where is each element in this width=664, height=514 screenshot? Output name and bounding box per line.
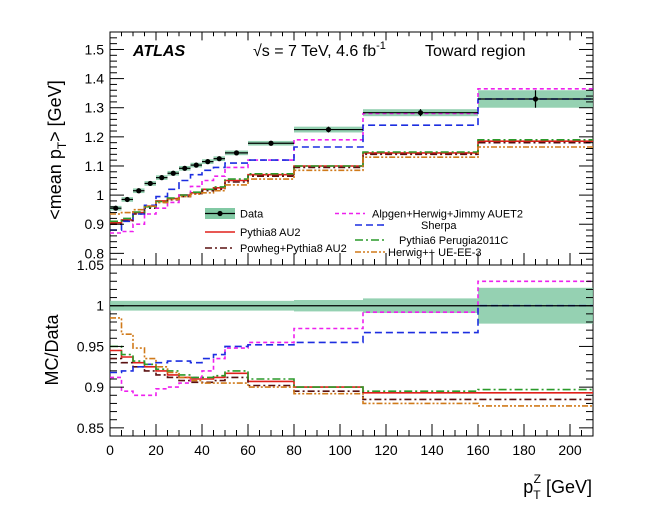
experiment-label: ATLAS	[132, 43, 185, 60]
top-ylabel-pre: <mean p	[45, 149, 65, 220]
ratio-series-pythia6-perugia2011c	[110, 345, 593, 392]
data-point	[268, 140, 274, 146]
legend-label-sherpa: Sherpa	[421, 220, 457, 232]
top-y-tick-label: 0.8	[85, 245, 105, 261]
data-point	[159, 175, 165, 181]
ratio-y-tick-label: 1.05	[77, 257, 104, 273]
top-panel-frame	[109, 31, 594, 266]
top-y-tick-label: 1.5	[85, 41, 105, 57]
region-label: Toward region	[425, 43, 526, 60]
top-y-tick-label: 1.3	[85, 100, 105, 116]
legend-label-herwig-ue-ee-3: Herwig++ UE-EE-3	[388, 247, 482, 259]
top-series-powheg-pythia8-au2	[110, 141, 593, 225]
data-point	[182, 165, 188, 171]
xlabel-sub: T	[533, 488, 541, 502]
top-ylabel-post: > [GeV]	[45, 80, 65, 142]
x-tick-label: 180	[512, 442, 536, 458]
energy-text: √s = 7 TeV, 4.6 fb	[253, 43, 376, 60]
x-tick-label: 140	[420, 442, 444, 458]
x-tick-label: 80	[286, 442, 302, 458]
data-point	[136, 188, 142, 194]
top-series-herwig-ue-ee-3	[110, 146, 593, 215]
top-y-tick-label: 1.2	[85, 129, 105, 145]
xlabel-main: p	[523, 477, 533, 497]
ratio-y-axis-title: MC/Data	[42, 314, 62, 386]
top-y-axis-title: <mean pT> [GeV]	[45, 80, 69, 219]
x-tick-label: 200	[558, 442, 582, 458]
legend-data-marker	[217, 210, 223, 217]
x-tick-label: 120	[374, 442, 398, 458]
top-ylabel-sub: T	[55, 141, 69, 149]
ratio-y-tick-label: 0.9	[85, 379, 105, 395]
data-point	[417, 110, 424, 116]
data-point	[147, 180, 153, 187]
data-point	[205, 159, 211, 165]
xlabel-unit: [GeV]	[541, 477, 592, 497]
top-y-tick-label: 1.1	[85, 158, 105, 174]
ratio-y-tick-label: 0.95	[77, 338, 104, 354]
data-point	[193, 162, 199, 168]
x-tick-label: 60	[240, 442, 256, 458]
x-tick-label: 20	[148, 442, 164, 458]
x-tick-label: 0	[106, 442, 114, 458]
legend-label-pythia8-au2: Pythia8 AU2	[240, 227, 301, 239]
data-point	[532, 96, 539, 102]
legend-label-powheg-pythia8-au2: Powheg+Pythia8 AU2	[240, 243, 347, 255]
ratio-y-tick-label: 1	[96, 298, 104, 314]
energy-superscript: -1	[376, 40, 386, 52]
data-point	[216, 156, 222, 162]
ratio-y-tick-label: 0.85	[77, 420, 104, 436]
data-point	[233, 150, 240, 156]
x-tick-label: 160	[466, 442, 490, 458]
data-point	[170, 170, 176, 176]
x-axis-title: pTZ [GeV]	[523, 472, 592, 502]
top-series-pythia6-perugia2011c	[110, 139, 593, 223]
ratio-series-sherpa	[110, 304, 593, 374]
top-y-tick-label: 1.4	[85, 71, 105, 87]
data-point	[124, 196, 130, 203]
xlabel-sup: Z	[534, 472, 541, 486]
legend-label-alpgen-herwig-jimmy-auet2: Alpgen+Herwig+Jimmy AUET2	[372, 209, 523, 221]
legend-label-pythia6-perugia2011c: Pythia6 Perugia2011C	[399, 235, 508, 247]
data-point	[325, 126, 332, 133]
top-y-tick-label: 0.9	[85, 216, 105, 232]
top-y-tick-label: 1	[96, 187, 104, 203]
energy-label: √s = 7 TeV, 4.6 fb-1	[253, 40, 386, 60]
x-tick-label: 100	[328, 442, 352, 458]
top-series-sherpa	[110, 98, 593, 231]
ratio-series-herwig-ue-ee-3	[110, 317, 593, 407]
x-tick-label: 40	[194, 442, 210, 458]
legend-data-label: Data	[240, 209, 264, 221]
top-series-alpgen-herwig-jimmy-auet2	[110, 88, 593, 234]
